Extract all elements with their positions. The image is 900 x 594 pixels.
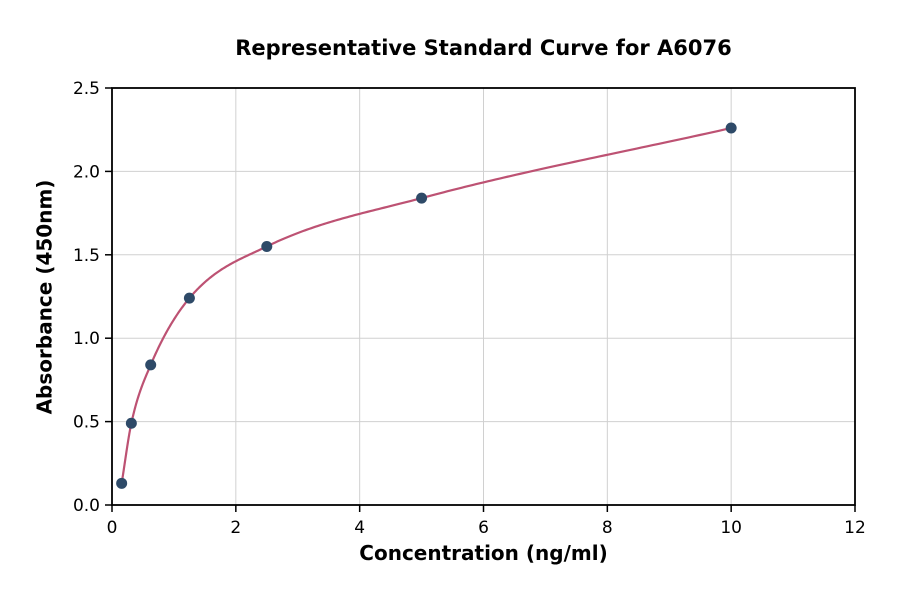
x-tick-label: 4 (354, 518, 365, 538)
y-tick-label: 0.0 (73, 496, 100, 516)
y-tick-label: 1.0 (73, 329, 100, 349)
data-point (725, 122, 737, 134)
x-tick-label: 10 (720, 518, 742, 538)
fit-curve (120, 126, 733, 485)
x-tick-label: 12 (844, 518, 866, 538)
data-point (183, 292, 195, 304)
data-point (125, 417, 137, 429)
data-point (416, 192, 428, 204)
x-tick-label: 2 (230, 518, 241, 538)
data-point (261, 240, 273, 252)
x-axis-label: Concentration (ng/ml) (359, 541, 608, 565)
data-point (145, 359, 157, 371)
y-tick-label: 2.5 (73, 79, 100, 99)
chart-title: Representative Standard Curve for A6076 (235, 36, 732, 60)
x-tick-label: 6 (478, 518, 489, 538)
data-point (116, 477, 128, 489)
y-axis-label-container: Absorbance (450nm) (28, 88, 60, 505)
y-axis-label: Absorbance (450nm) (32, 179, 56, 414)
x-tick-label: 8 (602, 518, 613, 538)
y-tick-label: 2.0 (73, 162, 100, 182)
y-tick-label: 0.5 (73, 413, 100, 433)
y-tick-label: 1.5 (73, 246, 100, 266)
x-tick-label: 0 (107, 518, 118, 538)
